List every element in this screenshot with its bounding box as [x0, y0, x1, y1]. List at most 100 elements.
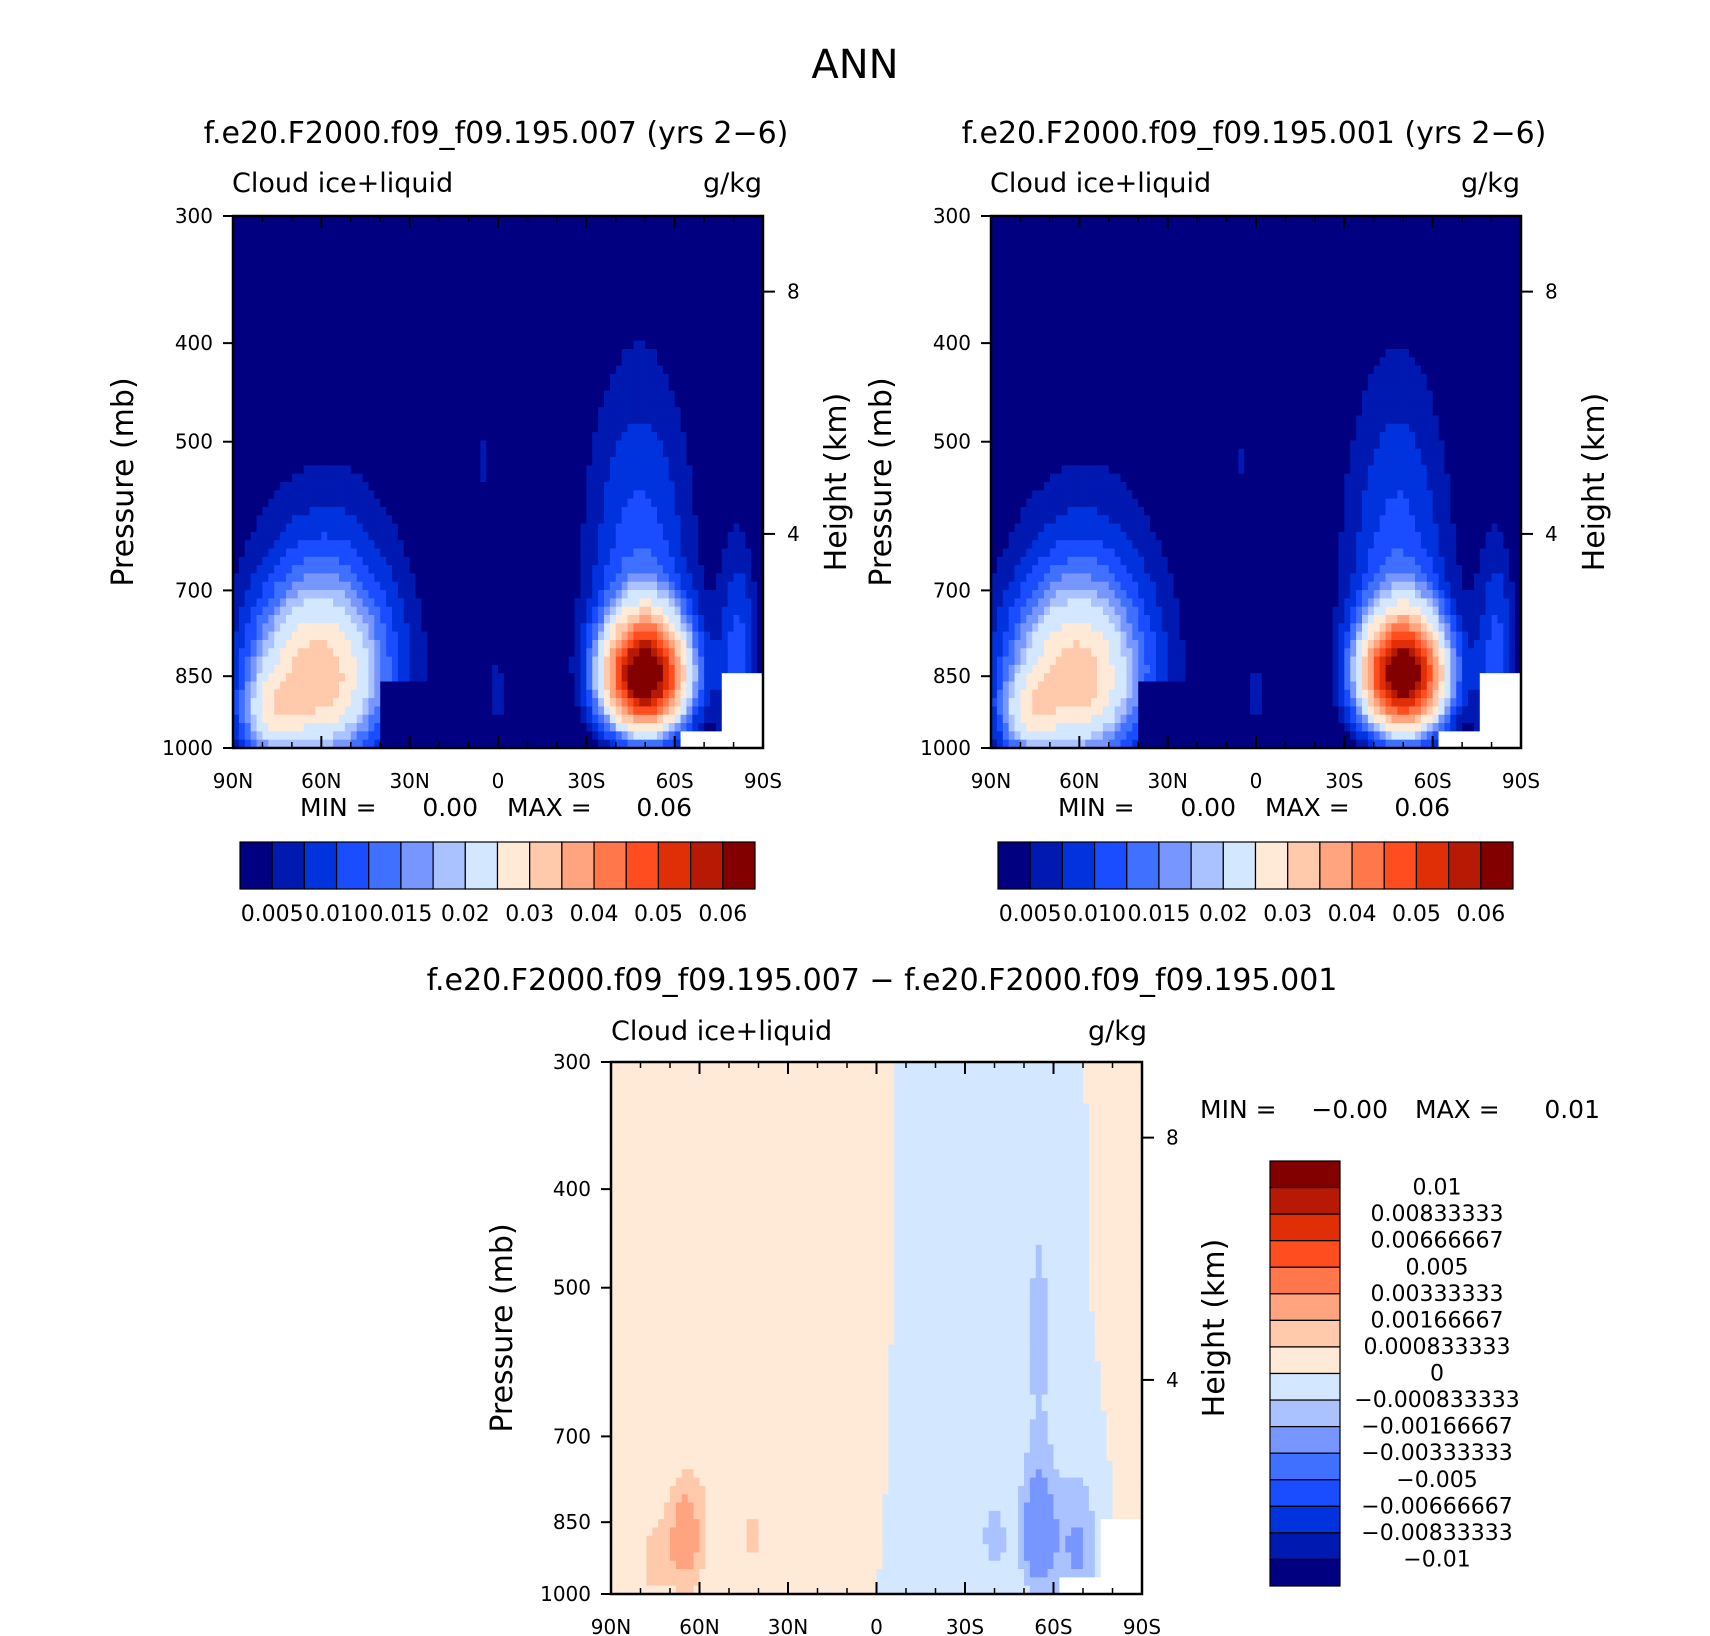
heatmap-cell — [657, 532, 663, 541]
heatmap-cell — [292, 349, 298, 358]
heatmap-cell — [633, 274, 639, 283]
heatmap-cell — [339, 357, 345, 366]
heatmap-cell — [392, 557, 398, 566]
heatmap-cell — [280, 499, 286, 508]
heatmap-cell — [739, 607, 745, 616]
heatmap-cell — [498, 432, 504, 441]
heatmap-cell — [722, 332, 728, 341]
heatmap-cell — [598, 224, 604, 233]
heatmap-cell — [545, 582, 551, 591]
heatmap-cell — [551, 648, 557, 657]
heatmap-cell — [610, 632, 616, 641]
heatmap-cell — [575, 623, 581, 632]
heatmap-cell — [516, 241, 522, 250]
heatmap-cell — [633, 640, 639, 649]
heatmap-cell — [292, 582, 298, 591]
heatmap-cell — [474, 557, 480, 566]
heatmap-cell — [404, 324, 410, 333]
heatmap-cell — [692, 640, 698, 649]
heatmap-cell — [539, 465, 545, 474]
heatmap-cell — [539, 382, 545, 391]
heatmap-cell — [304, 391, 310, 400]
heatmap-cell — [592, 399, 598, 408]
heatmap-cell — [580, 283, 586, 292]
heatmap-cell — [504, 357, 510, 366]
heatmap-cell — [321, 349, 327, 358]
heatmap-cell — [433, 598, 439, 607]
heatmap-cell — [498, 532, 504, 541]
heatmap-cell — [657, 366, 663, 375]
heatmap-cell — [292, 507, 298, 516]
heatmap-cell — [616, 332, 622, 341]
heatmap-cell — [439, 482, 445, 491]
heatmap-cell — [339, 258, 345, 267]
heatmap-cell — [539, 573, 545, 582]
heatmap-cell — [410, 274, 416, 283]
heatmap-cell — [681, 598, 687, 607]
heatmap-cell — [628, 515, 634, 524]
heatmap-cell — [404, 590, 410, 599]
heatmap-cell — [692, 266, 698, 275]
heatmap-cell — [363, 582, 369, 591]
heatmap-cell — [333, 299, 339, 308]
heatmap-cell — [616, 582, 622, 591]
heatmap-cell — [751, 657, 757, 666]
heatmap-cell — [657, 449, 663, 458]
heatmap-cell — [569, 449, 575, 458]
heatmap-cell — [315, 399, 321, 408]
heatmap-cell — [345, 499, 351, 508]
heatmap-cell — [268, 366, 274, 375]
heatmap-cell — [716, 590, 722, 599]
heatmap-cell — [734, 241, 740, 250]
heatmap-cell — [439, 249, 445, 258]
heatmap-cell — [457, 673, 463, 682]
heatmap-cell — [651, 407, 657, 416]
heatmap-cell — [392, 590, 398, 599]
heatmap-cell — [692, 532, 698, 541]
heatmap-cell — [663, 632, 669, 641]
heatmap-cell — [257, 274, 263, 283]
heatmap-cell — [327, 449, 333, 458]
heatmap-cell — [463, 607, 469, 616]
heatmap-cell — [686, 615, 692, 624]
heatmap-cell — [545, 540, 551, 549]
heatmap-cell — [298, 648, 304, 657]
heatmap-cell — [457, 565, 463, 574]
heatmap-cell — [357, 316, 363, 325]
heatmap-cell — [439, 258, 445, 267]
heatmap-cell — [286, 349, 292, 358]
heatmap-cell — [651, 316, 657, 325]
heatmap-cell — [739, 399, 745, 408]
heatmap-cell — [716, 474, 722, 483]
heatmap-cell — [722, 224, 728, 233]
heatmap-cell — [286, 573, 292, 582]
heatmap-cell — [604, 416, 610, 425]
heatmap-cell — [522, 374, 528, 383]
heatmap-cell — [522, 657, 528, 666]
heatmap-cell — [722, 432, 728, 441]
heatmap-cell — [451, 549, 457, 558]
heatmap-cell — [421, 490, 427, 499]
heatmap-cell — [745, 382, 751, 391]
heatmap-cell — [380, 332, 386, 341]
heatmap-cell — [598, 590, 604, 599]
heatmap-cell — [339, 573, 345, 582]
heatmap-cell — [533, 490, 539, 499]
heatmap-cell — [557, 274, 563, 283]
heatmap-cell — [686, 316, 692, 325]
heatmap-cell — [351, 640, 357, 649]
heatmap-cell — [616, 615, 622, 624]
heatmap-cell — [580, 391, 586, 400]
heatmap-cell — [692, 258, 698, 267]
heatmap-cell — [410, 432, 416, 441]
heatmap-cell — [675, 607, 681, 616]
heatmap-cell — [251, 432, 257, 441]
heatmap-cell — [398, 582, 404, 591]
heatmap-cell — [433, 665, 439, 674]
heatmap-cell — [616, 557, 622, 566]
heatmap-cell — [527, 499, 533, 508]
heatmap-cell — [374, 316, 380, 325]
heatmap-cell — [339, 382, 345, 391]
heatmap-cell — [551, 657, 557, 666]
heatmap-cell — [439, 582, 445, 591]
